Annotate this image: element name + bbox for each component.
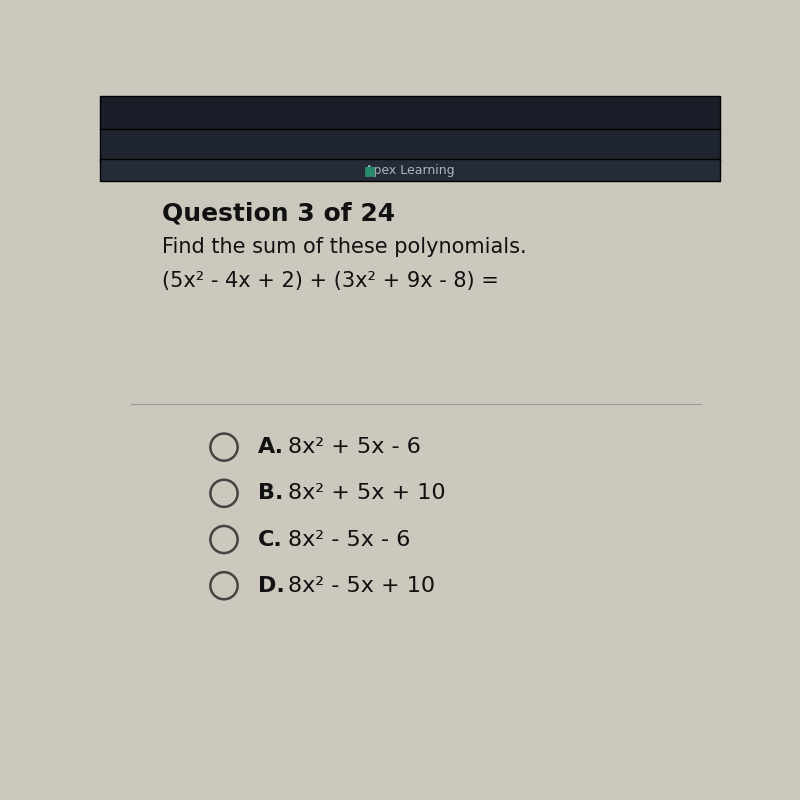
Text: (5x² - 4x + 2) + (3x² + 9x - 8) =: (5x² - 4x + 2) + (3x² + 9x - 8) = — [162, 270, 499, 291]
FancyBboxPatch shape — [100, 129, 720, 161]
FancyBboxPatch shape — [100, 96, 720, 130]
Text: 8x² - 5x + 10: 8x² - 5x + 10 — [288, 576, 435, 596]
Text: 8x² + 5x + 10: 8x² + 5x + 10 — [288, 483, 446, 503]
Text: 8x² - 5x - 6: 8x² - 5x - 6 — [288, 530, 410, 550]
FancyBboxPatch shape — [100, 159, 720, 181]
Text: C.: C. — [258, 530, 283, 550]
Text: D.: D. — [258, 576, 285, 596]
Text: Apex Learning: Apex Learning — [365, 164, 455, 177]
Text: Question 3 of 24: Question 3 of 24 — [162, 201, 395, 225]
Text: 8x² + 5x - 6: 8x² + 5x - 6 — [288, 437, 421, 457]
Text: Find the sum of these polynomials.: Find the sum of these polynomials. — [162, 237, 526, 257]
Text: ■: ■ — [364, 164, 375, 177]
Text: B.: B. — [258, 483, 283, 503]
Text: A.: A. — [258, 437, 284, 457]
